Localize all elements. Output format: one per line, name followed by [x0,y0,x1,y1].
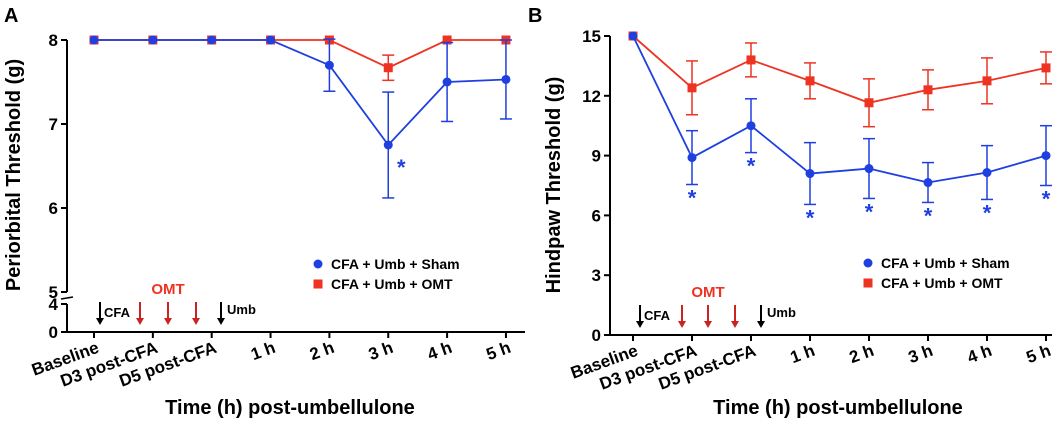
y-tick-label: 0 [592,326,601,345]
data-point [864,98,874,108]
data-point [982,76,992,86]
y-tick-label: 3 [592,266,601,285]
significance-asterisk: * [924,203,933,228]
panel-letter: B [528,5,542,27]
series-line [632,35,1047,184]
x-tick-label: 1 h [788,341,818,367]
omt-arrow-head [136,318,144,325]
data-point [383,63,393,73]
x-axis-title: Time (h) post-umbellulone [713,397,963,419]
omt-arrow-head [704,321,712,328]
y-tick-label: 5 [49,283,58,302]
series-line [632,35,1047,104]
data-point [982,168,992,178]
omt-arrow-head [678,321,686,328]
y-tick-label: 7 [49,115,58,134]
series-line [94,39,506,147]
omt-label: OMT [691,284,724,301]
y-tick-label: 4 [49,295,59,314]
cfa-arrow-head [96,318,104,325]
y-tick-label: 12 [582,87,601,106]
cfa-label: CFA [644,308,671,323]
x-tick-label: 3 h [906,341,936,367]
data-point [805,76,815,86]
legend-label-sham: CFA + Umb + Sham [331,256,460,272]
x-tick-label: 4 h [965,341,995,367]
x-tick-label: 4 h [425,338,455,364]
omt-label: OMT [151,281,184,298]
legend-label-omt: CFA + Umb + OMT [331,276,453,292]
significance-asterisk: * [397,155,406,180]
data-point [805,169,815,179]
data-point [923,178,933,188]
umb-label: Umb [767,305,796,320]
treatment-annotations: CFA OMT Umb [636,284,796,328]
y-tick-label: 0 [49,323,58,342]
data-point [324,60,334,70]
significance-asterisk: * [865,199,874,224]
data-point [1041,63,1051,73]
y-tick-label: 9 [592,147,601,166]
data-point [864,164,874,174]
data-point [442,35,452,45]
data-point [266,35,276,45]
legend: CFA + Umb + Sham CFA + Umb + OMT [313,256,460,292]
legend-marker-sham [313,259,323,269]
significance-asterisk: * [688,186,697,211]
data-point [746,55,756,65]
data-point [1041,151,1051,161]
umb-arrow-head [217,318,225,325]
omt-arrow-head [731,321,739,328]
omt-arrow-head [164,318,172,325]
data-point [89,35,99,45]
data-point [207,35,217,45]
series-sham [628,31,1052,206]
cfa-label: CFA [104,305,131,320]
x-tick-label: 2 h [307,338,337,364]
legend-label-omt: CFA + Umb + OMT [881,275,1003,291]
significance-asterisk: * [747,154,756,179]
legend: CFA + Umb + Sham CFA + Umb + OMT [863,255,1010,291]
data-point [923,85,933,95]
x-tick-label: 5 h [484,338,514,364]
umb-arrow-head [757,321,765,328]
data-point [148,35,158,45]
x-axis-title: Time (h) post-umbellulone [165,397,415,419]
x-tick-label: 2 h [847,341,877,367]
significance-asterisk: * [1042,187,1051,212]
y-tick-label: 6 [592,206,601,225]
data-point [746,121,756,131]
series-sham [89,35,512,199]
y-tick-label: 15 [582,27,601,46]
data-point [501,74,511,84]
legend-marker-sham [863,258,873,268]
omt-arrow-head [192,318,200,325]
cfa-arrow-head [636,321,644,328]
y-tick-label: 6 [49,199,58,218]
data-point [687,153,697,163]
legend-marker-omt [863,278,873,288]
significance-asterisk: * [806,205,815,230]
legend-label-sham: CFA + Umb + Sham [881,255,1010,271]
y-axis-title: Periorbital Threshold (g) [3,59,25,291]
y-tick-label: 8 [49,31,58,50]
y-axis-title: Hindpaw Threshold (g) [543,77,565,294]
legend-marker-omt [313,279,323,289]
series-omt [628,31,1052,128]
panel-letter: A [4,5,18,27]
data-point [383,140,393,150]
x-tick-label: 5 h [1024,341,1054,367]
umb-label: Umb [227,302,256,317]
x-tick-label: 3 h [366,338,396,364]
x-tick-label: 1 h [248,338,278,364]
treatment-annotations: CFA OMT Umb [96,281,256,325]
data-point [628,31,638,41]
significance-asterisk: * [983,200,992,225]
data-point [687,83,697,93]
data-point [442,77,452,87]
y-axis-break-mark [60,296,74,300]
